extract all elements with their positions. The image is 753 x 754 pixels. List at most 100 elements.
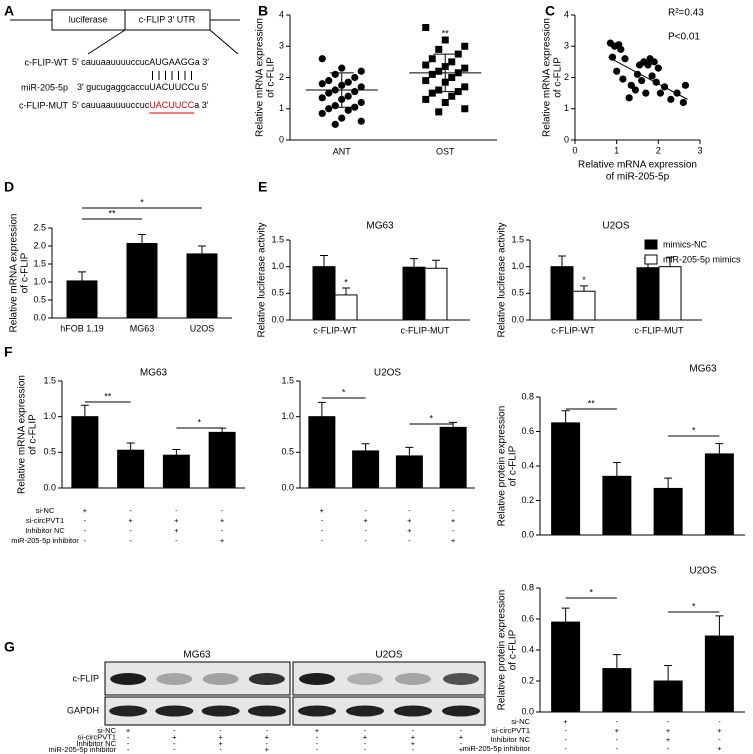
y-tick-label: 0.2 (521, 495, 534, 505)
condition-sign: - (564, 726, 567, 735)
bar (602, 475, 632, 536)
significance-label: * (342, 387, 346, 397)
legend-label: mimics-NC (663, 239, 707, 249)
y-tick-label: 0.8 (521, 582, 534, 592)
panel-label: E (258, 179, 267, 195)
significance-label: ** (104, 391, 112, 401)
error-bar (664, 665, 673, 681)
condition-sign: - (221, 526, 224, 535)
significance-label: * (692, 601, 696, 611)
error-bar (138, 233, 146, 244)
y-tick-label: 1.5 (43, 375, 56, 385)
condition-sign: + (174, 526, 179, 535)
condition-sign: - (321, 536, 324, 545)
condition-label: Inhibitor NC (25, 526, 65, 535)
x-tick-label: hFOB 1.19 (60, 323, 104, 333)
condition-label: miR-205-5p inhibitor (11, 536, 79, 545)
chart-title: MG63 (140, 368, 168, 379)
panel-label: A (4, 3, 14, 19)
data-point (461, 42, 469, 50)
data-point (654, 64, 662, 72)
sequence-part: 3′ gucugaggcaccu (77, 82, 149, 92)
error-bar (580, 285, 588, 292)
data-point (318, 55, 326, 63)
data-point (650, 58, 658, 66)
condition-sign: - (266, 739, 269, 748)
data-point (357, 83, 365, 91)
error-bar (361, 443, 370, 451)
y-tick-label: 1.0 (33, 276, 46, 286)
data-point (617, 45, 625, 53)
y-tick-label: 3 (279, 41, 284, 51)
blot-band (201, 705, 240, 717)
bar (704, 453, 734, 536)
condition-label: si-circPVT1 (492, 726, 530, 735)
y-tick-label: 1 (279, 103, 284, 113)
condition-sign: + (220, 516, 225, 525)
data-point (642, 89, 650, 97)
bar (636, 267, 660, 321)
x-tick-label: 3 (697, 145, 702, 155)
data-point (613, 67, 621, 75)
condition-sign: - (175, 536, 178, 545)
condition-sign: - (364, 739, 367, 748)
condition-sign: - (321, 516, 324, 525)
y-axis-label: Relative protein expression (497, 406, 508, 527)
condition-sign: - (316, 732, 319, 741)
legend-swatch (644, 254, 658, 265)
bar (71, 416, 99, 489)
condition-sign: + (411, 732, 416, 741)
y-tick-label: 0.5 (271, 288, 284, 298)
condition-sign: - (129, 506, 132, 515)
significance-label: ** (442, 28, 450, 38)
condition-sign: - (84, 536, 87, 545)
data-point (422, 24, 430, 31)
error-bar (612, 462, 621, 477)
condition-sign: - (718, 735, 721, 744)
annotation: P<0.01 (668, 32, 700, 43)
data-point (351, 73, 359, 82)
condition-sign: + (172, 732, 177, 741)
bar (551, 621, 581, 713)
sequence-part: AUGAAGG (149, 57, 195, 67)
condition-sign: + (451, 536, 456, 545)
y-tick-label: 1.0 (271, 261, 284, 271)
condition-sign: - (173, 745, 176, 754)
condition-sign: + (363, 516, 368, 525)
blot-band (442, 705, 480, 717)
condition-sign: - (84, 516, 87, 525)
data-point (331, 102, 339, 110)
data-point (656, 89, 665, 97)
condition-sign: - (564, 735, 567, 744)
data-point (422, 61, 430, 69)
bar (352, 450, 380, 489)
error-bar (78, 271, 86, 281)
significance-label: ** (108, 208, 116, 218)
data-point (422, 95, 430, 103)
data-point (627, 81, 635, 89)
chart-title: MG63 (366, 221, 394, 232)
condition-sign: + (407, 516, 412, 525)
y-axis-label: Relative luciferase activity (497, 222, 508, 337)
y-tick-label: 0.0 (33, 312, 46, 322)
bar (334, 294, 358, 321)
bar (653, 487, 683, 536)
condition-sign: - (219, 726, 222, 735)
data-point (351, 87, 359, 96)
error-bar (432, 259, 440, 269)
data-point (644, 61, 652, 69)
bar (602, 668, 632, 713)
sequence-part: 5′ cauuaauuuuccuc (72, 100, 150, 110)
panel-label: B (258, 3, 268, 19)
condition-sign: - (321, 526, 324, 535)
condition-sign: + (407, 526, 412, 535)
condition-label: si-circPVT1 (78, 732, 116, 741)
blot-band (299, 673, 335, 685)
blot-band (202, 673, 239, 685)
x-tick-label: 0 (572, 145, 577, 155)
y-tick-label: 4 (279, 9, 284, 19)
x-tick-label: U2OS (190, 323, 215, 333)
data-point (461, 83, 469, 91)
sequence-name: miR-205-5p (21, 82, 68, 92)
